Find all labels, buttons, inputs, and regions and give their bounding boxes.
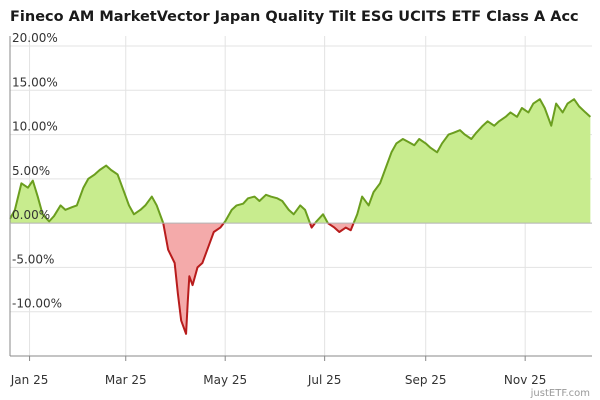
x-tick-label: Nov 25	[504, 373, 547, 387]
x-tick-label: Jul 25	[307, 373, 342, 387]
y-tick-label: 0.00%	[12, 208, 50, 222]
x-tick-label: Sep 25	[405, 373, 447, 387]
x-tick-label: May 25	[203, 373, 247, 387]
y-tick-label: 10.00%	[12, 120, 58, 134]
negative-series-line	[327, 222, 355, 233]
x-tick-label: Mar 25	[105, 373, 147, 387]
chart-title: Fineco AM MarketVector Japan Quality Til…	[10, 9, 579, 25]
x-tick-label: Jan 25	[10, 373, 49, 387]
positive-series-line	[352, 98, 592, 224]
line-layer	[9, 98, 592, 335]
positive-area	[10, 165, 164, 224]
y-tick-label: 5.00%	[12, 164, 50, 178]
y-tick-label: 20.00%	[12, 31, 58, 45]
y-tick-label: 15.00%	[12, 75, 58, 89]
positive-series-line	[223, 193, 311, 224]
y-tick-label: -10.00%	[12, 297, 62, 311]
positive-area	[315, 214, 328, 224]
negative-series-line	[309, 222, 316, 229]
y-tick-label: -5.00%	[12, 252, 54, 266]
negative-series-line	[162, 222, 225, 335]
positive-area	[353, 99, 591, 224]
label-layer: 20.00% 15.00% 10.00% 5.00% 0.00% -5.00% -10.00…	[10, 31, 547, 387]
axis-layer	[9, 36, 592, 361]
watermark-text: justETF.com	[530, 388, 590, 399]
positive-series-line	[9, 164, 165, 224]
negative-area	[327, 223, 354, 232]
positive-series-line	[314, 213, 329, 224]
